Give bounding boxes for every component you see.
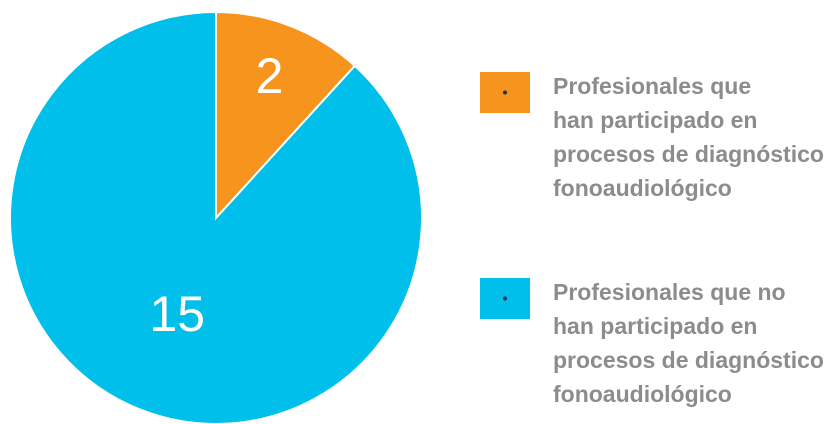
legend-label: Profesionales que no han participado en … — [553, 279, 824, 407]
legend-label: Profesionales que han participado en pro… — [553, 73, 824, 201]
pie-slice — [215, 10, 357, 221]
value-label: 2 — [256, 48, 284, 104]
value-label: 15 — [149, 286, 205, 342]
pie-slice — [9, 10, 423, 424]
legend-dot — [503, 296, 507, 301]
legend-dot — [503, 90, 507, 95]
